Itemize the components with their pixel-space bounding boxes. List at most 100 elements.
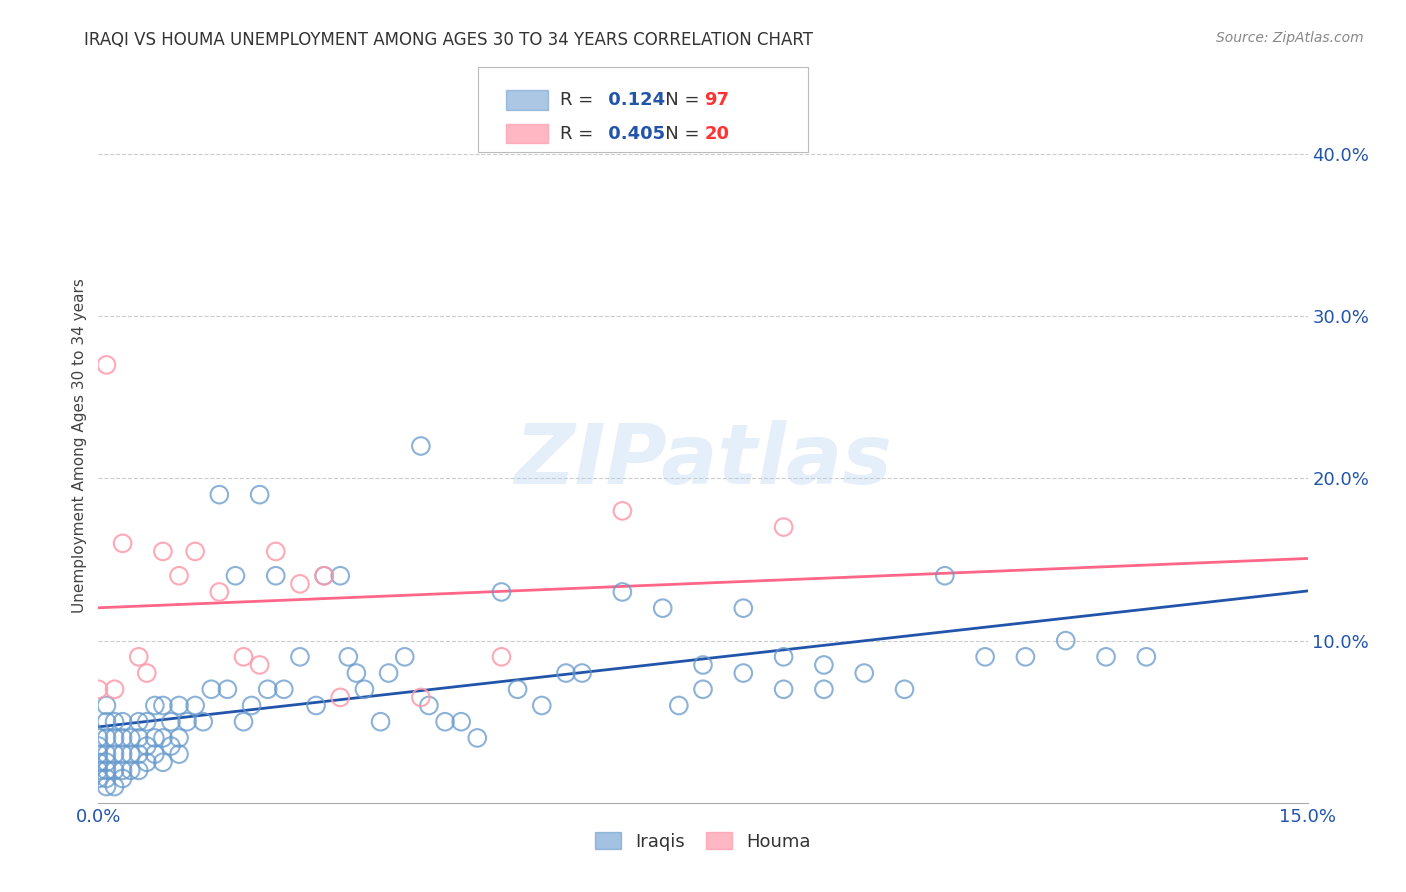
Point — [450, 714, 472, 729]
Point — [224, 568, 246, 582]
Point — [506, 682, 529, 697]
Point — [87, 731, 110, 745]
Point — [128, 649, 150, 664]
Text: 0.124: 0.124 — [602, 91, 665, 109]
Point — [184, 698, 207, 713]
Point — [465, 731, 488, 745]
Point — [152, 731, 174, 745]
Point — [337, 649, 360, 664]
Point — [103, 747, 125, 761]
Point — [96, 747, 118, 761]
Point — [733, 601, 755, 615]
Point — [87, 764, 110, 778]
Point — [813, 657, 835, 672]
Point — [143, 698, 166, 713]
Point — [491, 649, 513, 664]
Point — [314, 568, 336, 582]
Point — [273, 682, 295, 697]
Point — [668, 698, 690, 713]
Point — [314, 568, 336, 582]
Point — [135, 739, 157, 753]
Point — [1054, 633, 1077, 648]
Point — [128, 747, 150, 761]
Point — [96, 731, 118, 745]
Point — [120, 747, 142, 761]
Text: ZIPatlas: ZIPatlas — [515, 420, 891, 500]
Point — [96, 780, 118, 794]
Point — [160, 714, 183, 729]
Point — [893, 682, 915, 697]
Point — [103, 764, 125, 778]
Point — [329, 568, 352, 582]
Point — [167, 747, 190, 761]
Point — [96, 698, 118, 713]
Point — [96, 756, 118, 770]
Point — [555, 666, 578, 681]
Point — [249, 657, 271, 672]
Point — [87, 747, 110, 761]
Point — [111, 772, 134, 786]
Point — [96, 764, 118, 778]
Point — [1135, 649, 1157, 664]
Point — [974, 649, 997, 664]
Point — [772, 520, 794, 534]
Point — [772, 682, 794, 697]
Point — [692, 682, 714, 697]
Point — [135, 756, 157, 770]
Point — [208, 488, 231, 502]
Text: IRAQI VS HOUMA UNEMPLOYMENT AMONG AGES 30 TO 34 YEARS CORRELATION CHART: IRAQI VS HOUMA UNEMPLOYMENT AMONG AGES 3… — [84, 31, 813, 49]
Text: 20: 20 — [704, 125, 730, 143]
Text: 0.405: 0.405 — [602, 125, 665, 143]
Point — [377, 666, 399, 681]
Point — [353, 682, 375, 697]
Point — [329, 690, 352, 705]
Point — [103, 780, 125, 794]
Point — [571, 666, 593, 681]
Point — [813, 682, 835, 697]
Point — [120, 764, 142, 778]
Text: R =: R = — [560, 91, 599, 109]
Point — [288, 577, 311, 591]
Point — [1095, 649, 1118, 664]
Point — [733, 666, 755, 681]
Point — [249, 488, 271, 502]
Point — [111, 764, 134, 778]
Point — [217, 682, 239, 697]
Text: 97: 97 — [704, 91, 730, 109]
Point — [128, 714, 150, 729]
Point — [418, 698, 440, 713]
Point — [135, 714, 157, 729]
Point — [128, 731, 150, 745]
Point — [394, 649, 416, 664]
Point — [103, 731, 125, 745]
Point — [370, 714, 392, 729]
Text: R =: R = — [560, 125, 599, 143]
Point — [143, 731, 166, 745]
Point — [120, 731, 142, 745]
Point — [530, 698, 553, 713]
Point — [264, 568, 287, 582]
Point — [111, 731, 134, 745]
Point — [111, 536, 134, 550]
Point — [208, 585, 231, 599]
Point — [87, 756, 110, 770]
Point — [651, 601, 673, 615]
Point — [167, 698, 190, 713]
Point — [232, 714, 254, 729]
Point — [612, 504, 634, 518]
Point — [409, 690, 432, 705]
Text: Source: ZipAtlas.com: Source: ZipAtlas.com — [1216, 31, 1364, 45]
Point — [264, 544, 287, 558]
Point — [111, 747, 134, 761]
Point — [128, 764, 150, 778]
Point — [111, 714, 134, 729]
Point — [256, 682, 278, 697]
Point — [692, 657, 714, 672]
Point — [96, 772, 118, 786]
Point — [232, 649, 254, 664]
Legend: Iraqis, Houma: Iraqis, Houma — [588, 825, 818, 858]
Point — [152, 698, 174, 713]
Point — [305, 698, 328, 713]
Point — [409, 439, 432, 453]
Point — [103, 714, 125, 729]
